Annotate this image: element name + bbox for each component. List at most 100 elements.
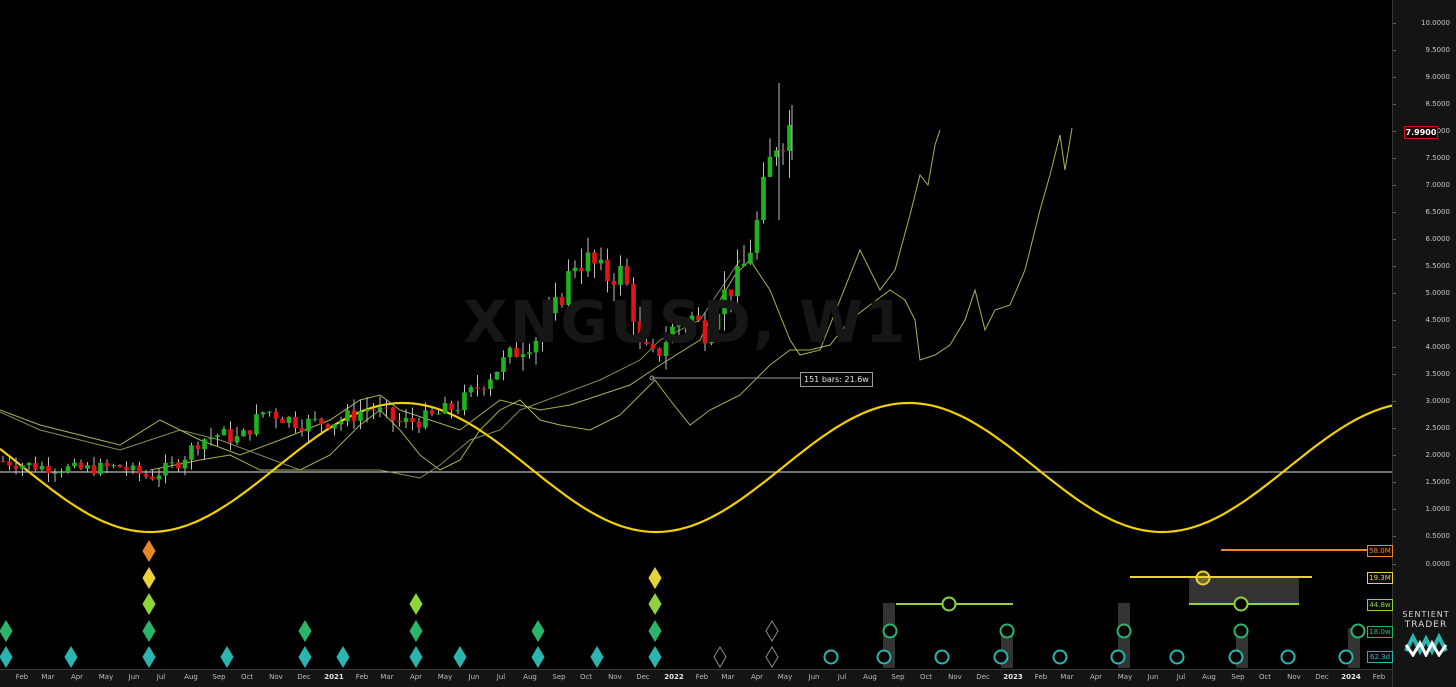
candle-body <box>566 271 571 306</box>
candle-body <box>150 476 155 480</box>
price-tick-label: 3.5000 <box>1393 370 1450 379</box>
time-tick-label: Sep <box>1231 673 1245 681</box>
time-tick-label: Sep <box>212 673 226 681</box>
time-tick-label: Aug <box>523 673 537 681</box>
cycle-projection-circle <box>876 649 892 665</box>
cycle-diamond-marker <box>648 620 662 642</box>
candle-body <box>754 219 760 253</box>
candle-body <box>533 340 539 353</box>
cycle-projection-circle <box>1052 649 1068 665</box>
time-tick-label: 2022 <box>664 673 684 681</box>
candle-body <box>728 289 734 297</box>
cycle-diamond-marker <box>142 593 156 615</box>
chart-svg <box>0 83 1392 668</box>
price-axis[interactable]: 10.00009.50009.00008.50008.00007.50007.0… <box>1392 0 1456 687</box>
candle-body <box>767 156 773 177</box>
candle-body <box>358 411 363 421</box>
cycle-diamond-marker <box>220 646 234 668</box>
cycle-projection-circle <box>1195 570 1211 586</box>
time-tick-label: Nov <box>948 673 962 681</box>
candle-body <box>748 252 753 264</box>
time-tick-label: Apr <box>1089 673 1103 681</box>
time-tick-label: Oct <box>919 673 933 681</box>
candle-body <box>59 472 64 474</box>
time-tick-label: Jul <box>156 673 166 681</box>
candle-body <box>299 428 305 432</box>
candle-body <box>91 465 97 474</box>
candle-body <box>429 410 435 414</box>
time-tick-label: Feb <box>15 673 29 681</box>
candle-body <box>286 416 292 423</box>
candle-body <box>683 323 688 325</box>
candle-body <box>65 466 71 473</box>
cycle-diamond-marker <box>0 646 13 668</box>
candle-body <box>52 472 58 474</box>
candle-body <box>572 267 578 272</box>
price-tick-label: 1.5000 <box>1393 478 1450 487</box>
cycle-diamond-marker <box>409 646 423 668</box>
cycle-projection-circle <box>1350 623 1366 639</box>
candle-body <box>631 283 636 322</box>
time-tick-label: Jun <box>128 673 140 681</box>
time-tick-label: Nov <box>1287 673 1301 681</box>
candle-body <box>306 418 311 432</box>
candle-body <box>364 409 370 412</box>
price-tick-label: 6.0000 <box>1393 235 1450 244</box>
candle-body <box>403 418 409 423</box>
price-tick-label: 0.5000 <box>1393 532 1450 541</box>
candle-body <box>267 411 272 413</box>
cycle-diamond-marker <box>409 593 423 615</box>
candle-body <box>774 150 779 157</box>
cycle-markers <box>0 540 1392 668</box>
candle-body <box>13 465 19 469</box>
candle-body <box>423 410 428 428</box>
candle-body <box>579 267 584 272</box>
candle-body <box>650 344 656 349</box>
candle-body <box>228 429 233 443</box>
cycle-projection-circle <box>993 649 1009 665</box>
cycle-projection-circle <box>1169 649 1185 665</box>
time-tick-label: Dec <box>976 673 990 681</box>
price-tick-label: 4.5000 <box>1393 316 1450 325</box>
candle-body <box>377 407 383 411</box>
candle-body <box>254 414 259 435</box>
candle-body <box>761 176 766 220</box>
candle-body <box>273 411 279 419</box>
candle-body <box>481 388 487 390</box>
candle-body <box>312 418 318 420</box>
time-tick-label: Jul <box>1176 673 1186 681</box>
candle-body <box>78 462 84 469</box>
candle-body <box>117 465 123 468</box>
cycle-projection-circle <box>1338 649 1354 665</box>
chart-plot-area[interactable]: XNGUSD, W1 151 bars: 21.6w <box>0 0 1392 669</box>
time-axis[interactable] <box>0 669 1392 687</box>
price-tick-label: 1.0000 <box>1393 505 1450 514</box>
cycle-diamond-marker <box>336 646 350 668</box>
time-tick-label: Dec <box>1315 673 1329 681</box>
cycle-diamond-marker <box>298 646 312 668</box>
time-tick-label: Jun <box>1147 673 1159 681</box>
projection-line-1 <box>0 129 941 456</box>
candle-body <box>592 252 597 264</box>
price-tick-label: 7.5000 <box>1393 154 1450 163</box>
candle-body <box>319 418 324 425</box>
cycle-diamond-marker <box>648 646 662 668</box>
candle-body <box>455 410 461 412</box>
cycle-period-badge: 44.8w <box>1367 599 1393 611</box>
sentient-trader-logo: SENTIENT TRADER <box>1398 610 1454 661</box>
price-tick-label: 9.5000 <box>1393 46 1450 55</box>
time-tick-label: 2021 <box>324 673 344 681</box>
cycle-period-badge: 58.0M <box>1367 545 1393 557</box>
candle-body <box>46 465 51 474</box>
time-tick-label: Feb <box>355 673 369 681</box>
candle-body <box>676 324 682 327</box>
candle-body <box>130 465 136 471</box>
candle-body <box>624 265 630 284</box>
candle-body <box>338 421 344 425</box>
candle-body <box>611 281 617 285</box>
range-measure <box>649 375 800 381</box>
time-tick-label: Jul <box>837 673 847 681</box>
candle-body <box>215 435 220 438</box>
candle-body <box>72 462 77 467</box>
candle-body <box>520 354 526 357</box>
